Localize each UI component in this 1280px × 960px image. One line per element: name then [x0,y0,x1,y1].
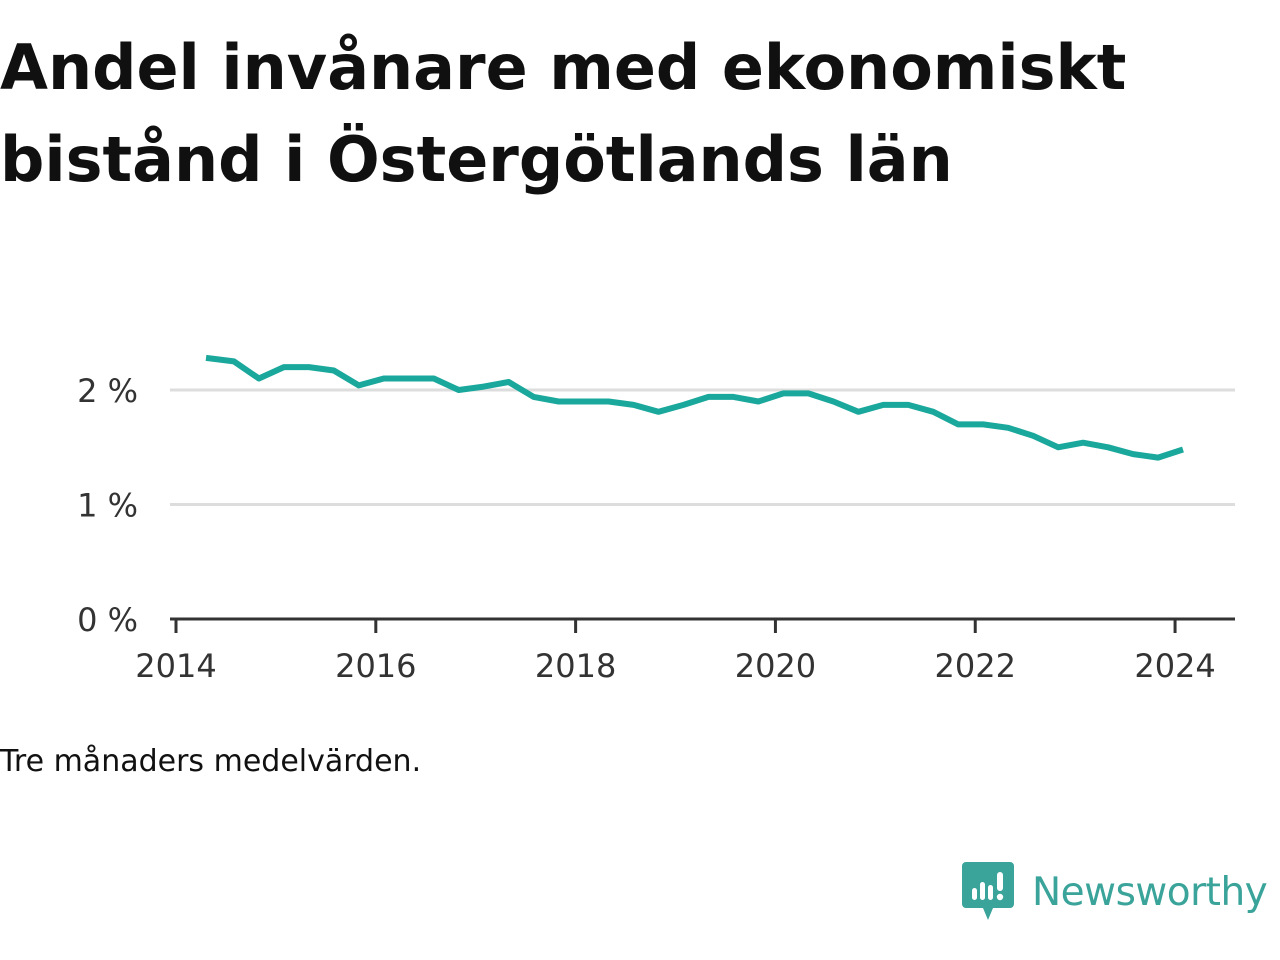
series-line [205,354,1184,461]
x-tick-label: 2018 [535,647,616,685]
brand-name: Newsworthy [1032,869,1268,915]
brand-logo[interactable]: Newsworthy [962,862,1268,922]
newsworthy-logo-icon [962,862,1014,920]
x-tick-label: 2016 [335,647,416,685]
gridlines [170,388,1235,506]
x-tick-label: 2020 [735,647,816,685]
y-tick-label: 1 % [77,487,138,525]
axes: 0 % 1 % 2 % 2014 2016 2018 2020 2022 2024 [77,372,1235,685]
chart-title: Andel invånare med ekonomiskt bistånd i … [0,31,1127,196]
y-tick-label: 2 % [77,372,138,410]
chart-note: Tre månaders medelvärden. [0,744,422,779]
series [205,354,1184,461]
y-tick-label: 0 % [77,601,138,639]
x-tick-label: 2014 [135,647,216,685]
x-tick-label: 2022 [935,647,1016,685]
x-tick-label: 2024 [1134,647,1215,685]
